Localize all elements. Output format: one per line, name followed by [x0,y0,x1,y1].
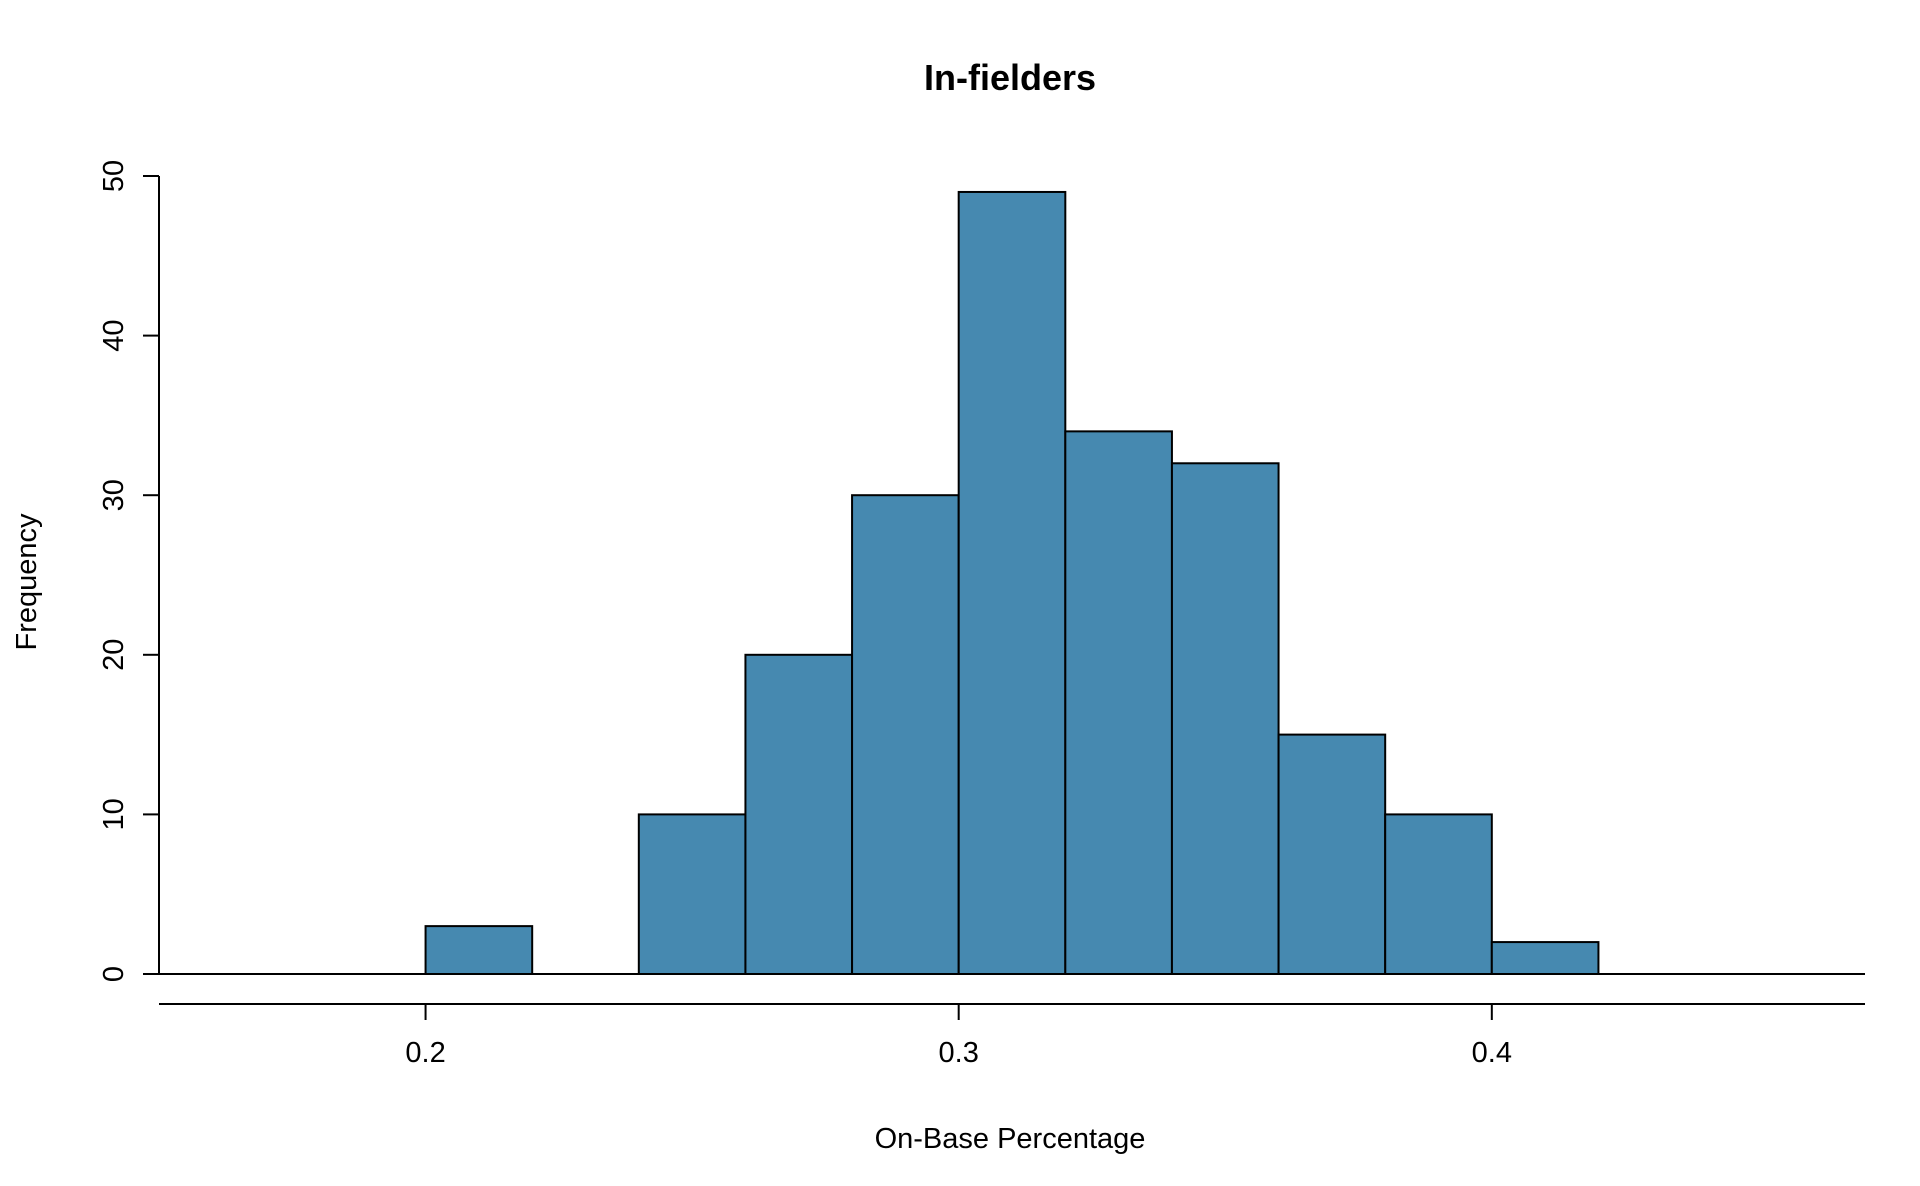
histogram-bar [637,813,747,976]
histogram-bar [424,925,534,975]
x-tick-label: 0.3 [939,1037,979,1069]
histogram-bar [851,494,960,975]
y-tick-label: 50 [98,160,130,192]
x-axis: 0.2 0.3 0.4 [159,1003,1865,1069]
histogram-bar [1277,733,1387,975]
histogram-bar [1384,813,1493,976]
bars-group [424,190,1600,976]
x-axis-label: On-Base Percentage [875,1123,1146,1155]
y-tick-label: 20 [98,639,130,671]
y-axis: 0 10 20 30 40 50 [98,160,160,982]
histogram-bar [1064,430,1173,975]
chart-title: In-fielders [924,57,1096,98]
histogram-bar [957,190,1067,975]
x-tick-label: 0.4 [1472,1037,1512,1069]
y-tick-label: 30 [98,479,130,511]
histogram-bar [744,653,854,975]
y-tick-label: 0 [98,966,130,982]
x-tick-label: 0.2 [405,1037,445,1069]
histogram-bar [1170,462,1280,975]
y-tick-label: 10 [98,798,130,830]
histogram-bar [1490,941,1600,976]
y-axis-label: Frequency [11,513,43,651]
y-tick-label: 40 [98,319,130,351]
